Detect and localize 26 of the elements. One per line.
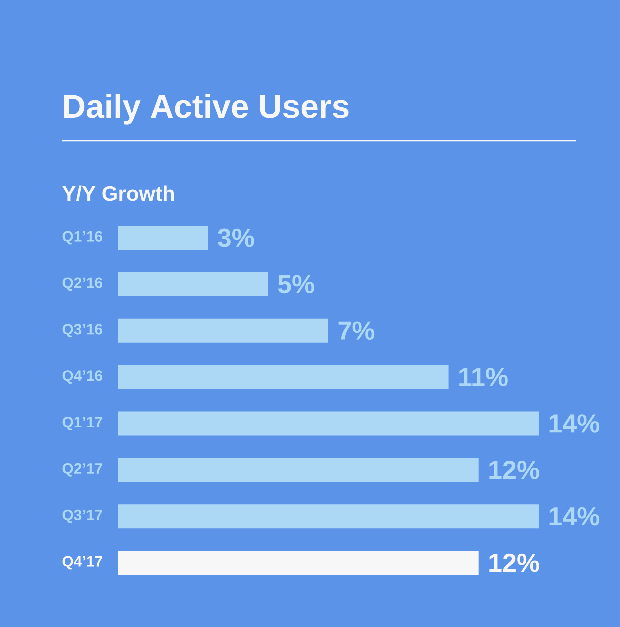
y-tick-label: Q3’17 (62, 510, 102, 524)
data-label: 12% (490, 460, 540, 480)
y-tick-label: Q3’16 (62, 324, 103, 338)
chart-subtitle: Y/Y Growth (62, 186, 174, 202)
bar (118, 551, 479, 576)
data-label: 14% (550, 507, 600, 526)
chart-title: Daily Active Users (64, 94, 349, 125)
bar (118, 458, 479, 482)
data-label: 12% (490, 554, 540, 572)
bar (118, 318, 328, 343)
y-tick-label: Q2’17 (62, 463, 102, 477)
data-label: 3% (218, 228, 254, 248)
y-tick-label: Q4’17 (62, 556, 102, 570)
bar (118, 226, 208, 250)
data-label: 14% (550, 414, 600, 433)
data-label: 5% (278, 275, 314, 294)
y-tick-label: Q1’17 (62, 417, 102, 430)
data-label: 11% (460, 368, 508, 386)
bar (118, 365, 449, 390)
data-label: 7% (338, 322, 375, 340)
y-tick-label: Q4’16 (62, 370, 103, 384)
bar (118, 272, 268, 296)
y-tick-label: Q2’16 (62, 278, 103, 292)
bar (118, 504, 539, 529)
y-tick-label: Q1’16 (62, 231, 103, 245)
bar (118, 412, 539, 436)
